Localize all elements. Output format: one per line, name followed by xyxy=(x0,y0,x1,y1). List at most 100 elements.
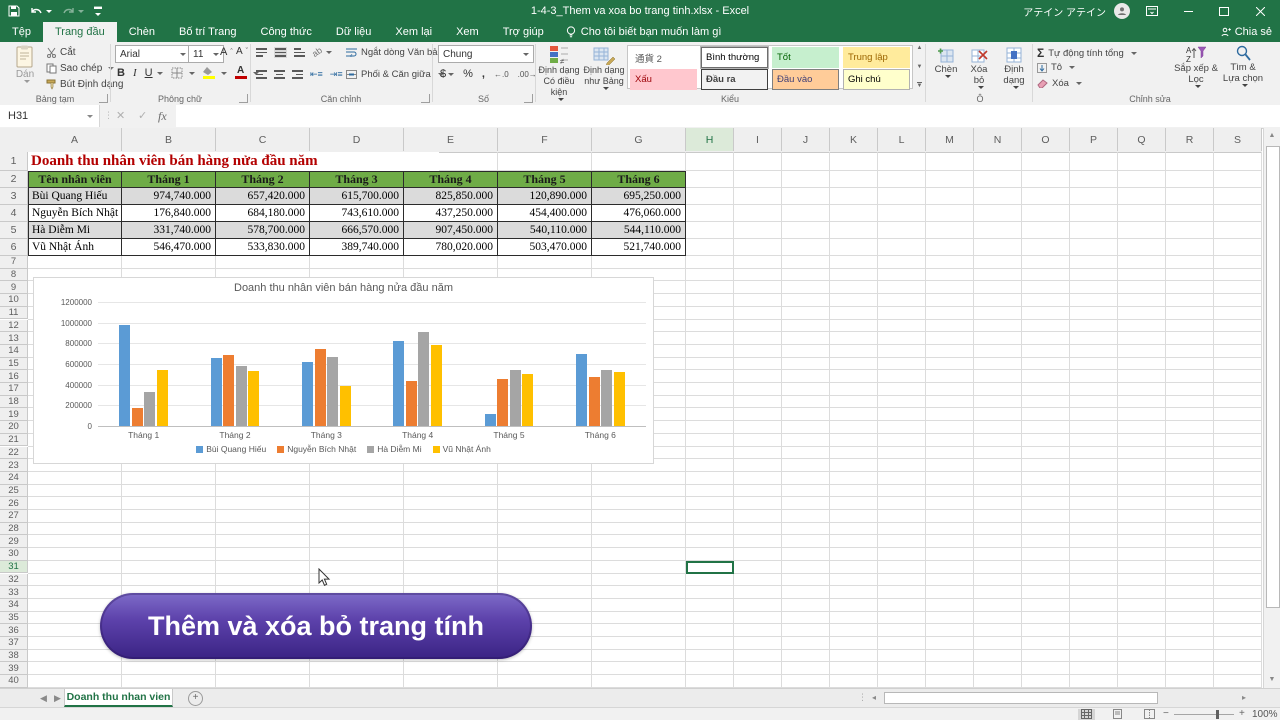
chart-bar[interactable] xyxy=(576,354,588,426)
cut-button[interactable]: Cắt xyxy=(46,47,76,58)
chart-bar[interactable] xyxy=(509,370,521,426)
scroll-up-arrow[interactable]: ▲ xyxy=(1268,132,1276,139)
ribbon-tab-bố-trí-trang[interactable]: Bố trí Trang xyxy=(179,26,237,38)
row-header-29[interactable]: 29 xyxy=(0,535,28,549)
value-cell[interactable]: 540,110.000 xyxy=(498,222,592,239)
column-header-P[interactable]: P xyxy=(1070,128,1118,151)
value-cell[interactable]: 657,420.000 xyxy=(216,188,310,205)
scroll-down-arrow[interactable]: ▼ xyxy=(1268,676,1276,683)
value-cell[interactable]: 743,610.000 xyxy=(310,205,404,222)
table-header-cell[interactable]: Tên nhân viên xyxy=(28,171,122,188)
chart-bar[interactable] xyxy=(522,373,534,426)
row-header-24[interactable]: 24 xyxy=(0,471,28,485)
cell-style-chip[interactable]: Ghi chú xyxy=(843,69,910,90)
new-sheet-button[interactable]: + xyxy=(188,691,203,706)
ribbon-tab-xem-lại[interactable]: Xem lại xyxy=(395,26,433,38)
borders-button[interactable] xyxy=(171,67,183,79)
cell-style-chip[interactable]: Bình thường xyxy=(701,47,768,68)
row-header-32[interactable]: 32 xyxy=(0,573,28,587)
normal-view-button[interactable] xyxy=(1078,709,1095,720)
customize-qat-button[interactable]: ▬ xyxy=(94,3,102,19)
undo-button[interactable] xyxy=(30,6,52,17)
value-cell[interactable]: 825,850.000 xyxy=(404,188,498,205)
autosum-button[interactable]: Σ Tự động tính tổng xyxy=(1037,46,1137,60)
table-header-cell[interactable]: Tháng 5 xyxy=(498,171,592,188)
accounting-format-button[interactable]: $ xyxy=(440,68,447,80)
employee-name-cell[interactable]: Vũ Nhật Ánh xyxy=(28,239,122,256)
vertical-scroll-thumb[interactable] xyxy=(1266,146,1280,608)
gallery-scroll[interactable]: ▲ ▼ ▼ xyxy=(916,45,923,89)
user-avatar[interactable] xyxy=(1114,3,1130,19)
employee-name-cell[interactable]: Nguyễn Bích Nhật xyxy=(28,205,122,222)
row-header-26[interactable]: 26 xyxy=(0,497,28,510)
close-button[interactable] xyxy=(1246,0,1274,22)
column-header-B[interactable]: B xyxy=(122,128,216,151)
ribbon-tab-công-thức[interactable]: Công thức xyxy=(260,26,312,38)
active-cell-outline[interactable] xyxy=(686,561,734,574)
row-header-2[interactable]: 2 xyxy=(0,171,28,188)
column-header-J[interactable]: J xyxy=(782,128,830,151)
chart-bar[interactable] xyxy=(327,357,339,426)
table-header-cell[interactable]: Tháng 3 xyxy=(310,171,404,188)
row-header-6[interactable]: 6 xyxy=(0,239,28,256)
ribbon-tab-xem[interactable]: Xem xyxy=(456,26,479,38)
fill-color-button[interactable] xyxy=(202,67,215,79)
chart-bar[interactable] xyxy=(223,355,235,426)
zoom-out-button[interactable]: − xyxy=(1163,708,1169,719)
value-cell[interactable]: 120,890.000 xyxy=(498,188,592,205)
value-cell[interactable]: 176,840.000 xyxy=(122,205,216,222)
underline-button[interactable]: U xyxy=(144,67,153,79)
row-header-9[interactable]: 9 xyxy=(0,281,28,295)
chart-bar[interactable] xyxy=(131,407,143,426)
row-header-23[interactable]: 23 xyxy=(0,459,28,472)
formula-input[interactable] xyxy=(176,105,1280,127)
row-header-20[interactable]: 20 xyxy=(0,421,28,434)
name-box[interactable]: H31 xyxy=(0,105,100,127)
chart-bar[interactable] xyxy=(601,369,613,426)
value-cell[interactable]: 503,470.000 xyxy=(498,239,592,256)
save-icon[interactable] xyxy=(8,5,20,17)
value-cell[interactable]: 389,740.000 xyxy=(310,239,404,256)
value-cell[interactable]: 684,180.000 xyxy=(216,205,310,222)
zoom-slider-track[interactable] xyxy=(1174,714,1234,715)
column-header-I[interactable]: I xyxy=(734,128,782,151)
chart-bar[interactable] xyxy=(144,391,156,426)
column-header-C[interactable]: C xyxy=(216,128,310,151)
align-left-icon[interactable] xyxy=(256,70,267,79)
align-bottom-icon[interactable] xyxy=(294,48,305,57)
value-cell[interactable]: 544,110.000 xyxy=(592,222,686,239)
ribbon-display-options-button[interactable] xyxy=(1138,0,1166,22)
fill-button[interactable]: Tô xyxy=(1037,62,1076,73)
zoom-slider-thumb[interactable] xyxy=(1216,710,1219,719)
ribbon-tab-tệp[interactable]: Tệp xyxy=(12,26,31,38)
format-painter-button[interactable]: Bút Định dạng xyxy=(46,79,123,90)
ribbon-tab-dữ-liệu[interactable]: Dữ liệu xyxy=(335,26,372,38)
row-header-31[interactable]: 31 xyxy=(0,560,28,574)
chart-bar[interactable] xyxy=(314,349,326,426)
namebox-splitter[interactable]: ⋮ xyxy=(104,110,113,120)
row-header-5[interactable]: 5 xyxy=(0,222,28,239)
bold-button[interactable]: B xyxy=(117,67,125,79)
value-cell[interactable]: 974,740.000 xyxy=(122,188,216,205)
row-header-22[interactable]: 22 xyxy=(0,446,28,460)
hscroll-right-arrow[interactable]: ▸ xyxy=(1242,693,1247,702)
column-header-A[interactable]: A xyxy=(28,128,122,151)
cell-style-chip[interactable]: Trung lập xyxy=(843,47,910,68)
copy-button[interactable]: Sao chép xyxy=(46,63,115,74)
chart-bar[interactable] xyxy=(235,366,247,426)
employee-name-cell[interactable]: Hà Diễm Mi xyxy=(28,222,122,239)
ribbon-tab-trợ-giúp[interactable]: Trợ giúp xyxy=(502,26,544,38)
row-header-37[interactable]: 37 xyxy=(0,637,28,650)
row-header-17[interactable]: 17 xyxy=(0,383,28,396)
value-cell[interactable]: 780,020.000 xyxy=(404,239,498,256)
clear-button[interactable]: Xóa xyxy=(1037,78,1082,89)
value-cell[interactable]: 331,740.000 xyxy=(122,222,216,239)
number-format-box[interactable]: Chung xyxy=(438,45,534,63)
row-header-18[interactable]: 18 xyxy=(0,395,28,409)
italic-button[interactable]: I xyxy=(132,67,137,79)
format-as-table-button[interactable]: Định dạng như Bảng xyxy=(583,45,625,90)
value-cell[interactable]: 533,830.000 xyxy=(216,239,310,256)
align-top-icon[interactable] xyxy=(256,48,267,57)
row-header-39[interactable]: 39 xyxy=(0,662,28,676)
column-header-F[interactable]: F xyxy=(498,128,592,151)
